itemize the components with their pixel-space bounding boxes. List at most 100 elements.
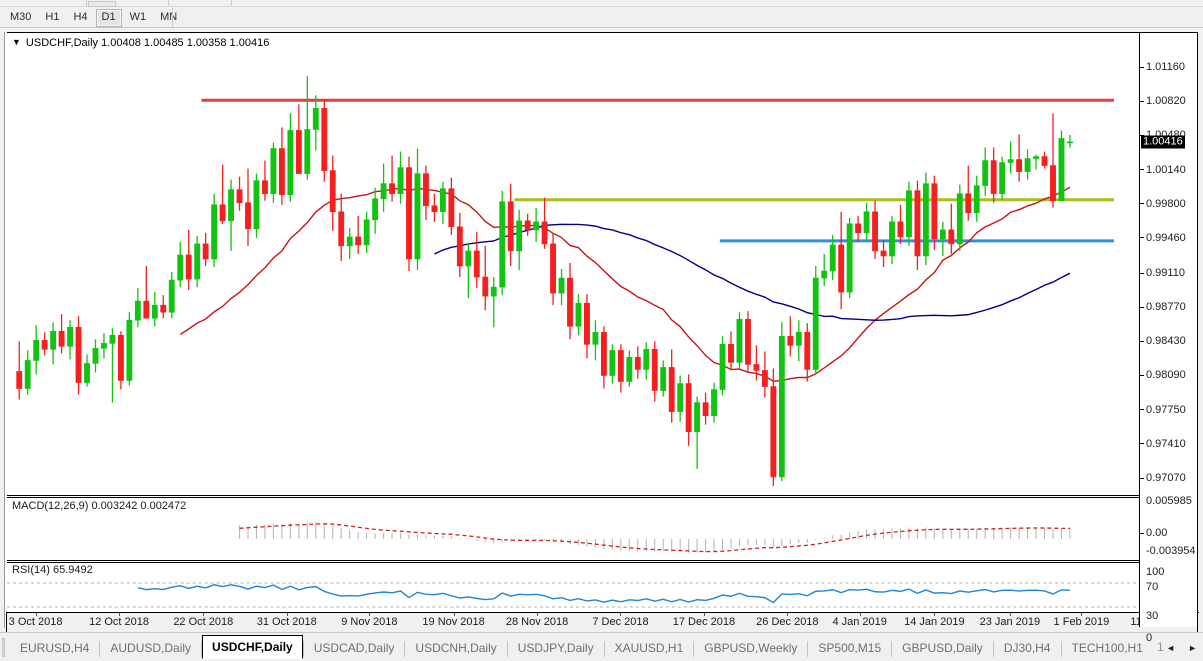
price-scale[interactable]: 1.011601.008201.004801.001400.998000.994…	[1139, 33, 1197, 644]
macd-scale-label: 0.005985	[1146, 495, 1192, 507]
period-button-mn[interactable]: MN	[160, 11, 178, 23]
period-toolbar: M30 H1 H4 D1 W1 MN	[0, 7, 1203, 28]
candle-body	[821, 270, 828, 279]
candle-body	[211, 204, 218, 260]
candle-body	[838, 244, 845, 293]
candle-body	[414, 173, 421, 260]
candle-body	[753, 364, 760, 371]
candle-body	[423, 173, 429, 207]
candle-body	[134, 300, 141, 321]
tab-separator	[99, 641, 101, 657]
chart-tab-eurusd-h4[interactable]: EURUSD,H4	[20, 640, 90, 655]
candle-body	[829, 244, 836, 272]
candle-body	[939, 229, 946, 240]
time-scale[interactable]: 3 Oct 2018 12 Oct 2018 22 Oct 2018 31 Oct 2…	[6, 612, 1199, 632]
period-button-h4[interactable]: H4	[73, 11, 88, 23]
chart-tab-dj30-h4[interactable]: DJ30,H4	[1003, 640, 1051, 655]
candle-body	[372, 198, 379, 221]
candle-body	[745, 318, 751, 365]
candle-body	[185, 254, 192, 280]
chart-tab-audusd-daily[interactable]: AUDUSD,Daily	[110, 640, 192, 655]
candle-body	[719, 344, 726, 390]
period-button-m30[interactable]: M30	[10, 11, 32, 23]
price-pane[interactable]	[7, 33, 1139, 495]
time-scale-top-border	[7, 612, 1199, 613]
candle-body	[761, 370, 768, 387]
chart-tab-usdchf-daily[interactable]: USDCHF,Daily	[202, 635, 303, 659]
time-scale-label: 17 Dec 2018	[672, 616, 736, 628]
chart-tab-gbpusd-daily[interactable]: GBPUSD,Daily	[902, 640, 983, 655]
candle-body	[973, 185, 980, 214]
time-tick	[934, 613, 936, 616]
price-scale-label: 0.97750	[1140, 404, 1186, 415]
candle-body	[151, 304, 158, 319]
rsi-chart-svg	[7, 582, 1139, 608]
time-scale-label: 22 Oct 2018	[173, 616, 234, 628]
macd-pane[interactable]	[7, 498, 1139, 560]
chart-tab-usdjpy-daily[interactable]: USDJPY,Daily	[517, 640, 594, 655]
candle-body	[711, 389, 717, 416]
candle-body	[202, 243, 209, 260]
candle-body	[228, 189, 234, 222]
pane-divider	[7, 560, 1197, 561]
period-button-w1[interactable]: W1	[129, 11, 147, 23]
time-scale-label: 1 Feb 2019	[1053, 616, 1110, 628]
scroll-right-icon[interactable]: ►	[1188, 642, 1197, 653]
candle-body	[67, 326, 73, 347]
candle-body	[990, 160, 997, 194]
toolbar-separator	[231, 0, 232, 7]
chart-tab-usdcnh-daily[interactable]: USDCNH,Daily	[415, 640, 497, 655]
macd-scale-label: -0.003954	[1146, 545, 1196, 557]
scroll-left-icon[interactable]: ◄	[1166, 642, 1176, 653]
toolbar-active-chip[interactable]	[88, 1, 116, 7]
candle-body	[109, 335, 116, 344]
candle-body	[897, 221, 904, 238]
chart-tab-gbpusd-weekly[interactable]: GBPUSD,Weekly	[704, 640, 798, 655]
price-scale-label: 0.98430	[1140, 336, 1186, 347]
price-scale-label: 0.97410	[1140, 438, 1186, 449]
candle-body	[101, 343, 107, 349]
price-scale-label: 1.00140	[1140, 164, 1186, 175]
chart-canvas-window[interactable]: ▼ USDCHF,Daily 1.00408 1.00485 1.00358 1…	[4, 32, 1198, 644]
candle-body	[456, 226, 463, 267]
chart-tab-sp500-m15[interactable]: SP500,M15	[818, 640, 882, 655]
chart-tab-tech100-h1[interactable]: TECH100,H1	[1071, 640, 1143, 655]
price-scale-label: 0.97070	[1140, 472, 1186, 483]
candle-body	[567, 277, 573, 327]
tab-separator	[992, 641, 994, 657]
collapse-triangle-icon[interactable]: ▼	[12, 37, 21, 47]
chart-quote-header: ▼ USDCHF,Daily 1.00408 1.00485 1.00358 1…	[12, 36, 269, 49]
price-scale-label: 1.01160	[1140, 62, 1185, 73]
tab-scroll-controls: ◄ ►	[1166, 637, 1197, 658]
chart-tabbar: EURUSD,H4 AUDUSD,Daily USDCHF,Daily USDCAD,…	[0, 632, 1203, 661]
chart-tab-usdcad-daily[interactable]: USDCAD,Daily	[313, 640, 395, 655]
time-scale-label: 19 Nov 2018	[422, 616, 485, 628]
candle-body	[558, 277, 565, 294]
macd-indicator-label: MACD(12,26,9) 0.003242 0.002472	[12, 500, 187, 512]
period-button-d1[interactable]: D1	[95, 8, 122, 27]
period-button-h1[interactable]: H1	[45, 11, 60, 23]
candle-body	[999, 162, 1006, 194]
time-tick	[119, 613, 121, 616]
candle-body	[948, 229, 955, 245]
price-chart-svg	[16, 76, 1114, 486]
candle-body	[1041, 156, 1048, 166]
candle-body	[126, 319, 133, 381]
candle-body	[1007, 159, 1014, 163]
candle-body	[736, 318, 743, 363]
candle-body	[363, 219, 370, 246]
pane-divider	[7, 495, 1197, 496]
candle-body	[194, 243, 201, 280]
candle-body	[922, 183, 929, 257]
candle-body	[270, 148, 277, 194]
candle-body	[584, 302, 590, 345]
candle-body	[956, 193, 963, 245]
tabbar-grip[interactable]	[2, 638, 5, 657]
chart-tab-xauusd-h1[interactable]: XAUUSD,H1	[614, 640, 684, 655]
time-scale-label: 23 Jan 2019	[979, 616, 1041, 628]
candle-body	[931, 183, 938, 240]
toolbar-strip	[0, 0, 1203, 7]
candle-body	[533, 221, 540, 231]
pane-divider	[7, 497, 1197, 498]
time-scale-label: 31 Oct 2018	[256, 616, 317, 628]
